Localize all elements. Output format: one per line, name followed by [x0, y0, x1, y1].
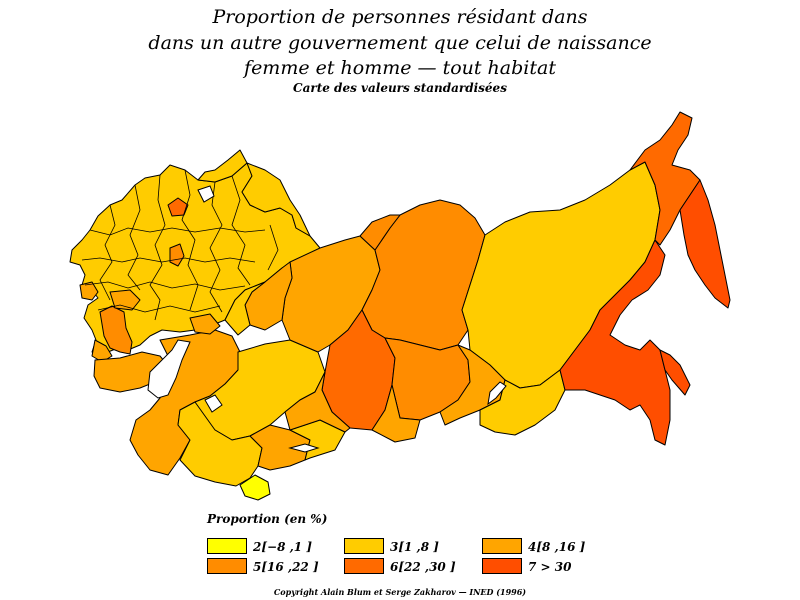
region-belarus	[109, 289, 141, 311]
aral-sea	[204, 394, 223, 413]
region-tajik	[239, 474, 271, 501]
legend-swatch	[344, 558, 384, 574]
region-primorye	[659, 349, 691, 396]
region-moscow	[169, 243, 185, 267]
legend-swatch	[344, 538, 384, 554]
legend-title: Proportion (en %)	[207, 512, 328, 526]
region-omsk	[224, 281, 266, 336]
region-uzbek	[249, 424, 311, 471]
region-arkhangelsk	[197, 149, 248, 183]
caspian-sea	[147, 339, 191, 399]
legend-label: 2[−8 ,1 ]	[253, 540, 312, 554]
map-title-line-2: dans un autre gouvernement que celui de …	[148, 32, 652, 54]
province-borders	[81, 169, 279, 321]
map-title-line-3: femme et homme — tout habitat	[244, 57, 556, 79]
legend-label: 3[1 ,8 ]	[390, 540, 439, 554]
legend-swatch	[207, 538, 247, 554]
legend-swatch	[207, 558, 247, 574]
region-khabarovsk	[559, 239, 671, 446]
legend-label: 7 > 30	[528, 560, 572, 574]
legend-label: 5[16 ,22 ]	[253, 560, 319, 574]
region-volga	[189, 313, 221, 335]
region-altai	[284, 371, 351, 433]
region-leningrad	[167, 197, 189, 217]
lake-baikal	[487, 381, 507, 406]
copyright-note: Copyright Alain Blum et Serge Zakharov —…	[273, 587, 527, 597]
region-baltic	[79, 281, 99, 301]
map-subtitle: Carte des valeurs standardisées	[293, 81, 507, 95]
region-chita	[479, 369, 566, 436]
region-buryatia	[439, 344, 506, 426]
white-sea	[197, 185, 215, 203]
legend-swatch	[482, 558, 522, 574]
legend-swatch	[482, 538, 522, 554]
legend-label: 6[22 ,30 ]	[390, 560, 456, 574]
region-west-strip	[99, 305, 133, 355]
map-title-line-1: Proportion de personnes résidant dans	[212, 6, 588, 28]
region-ural	[241, 162, 311, 237]
region-taimyr	[359, 214, 401, 251]
region-magadan	[629, 111, 701, 246]
region-tuva	[371, 384, 421, 443]
legend-label: 4[8 ,16 ]	[528, 540, 586, 554]
lake-balkhash	[288, 443, 320, 453]
region-kamchatka	[679, 179, 731, 309]
